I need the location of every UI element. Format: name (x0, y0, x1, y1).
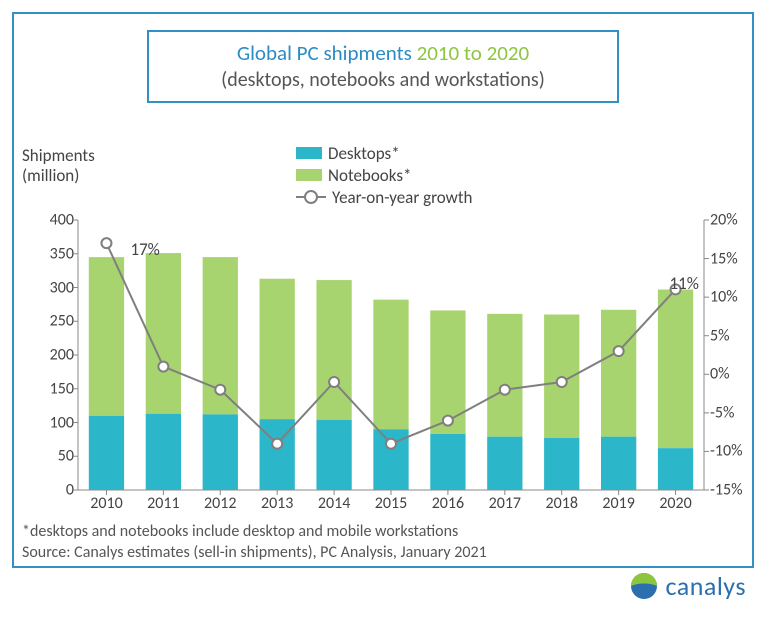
bar-notebooks (487, 314, 522, 437)
legend-item-desktops: Desktops* (296, 142, 472, 164)
growth-marker (101, 238, 111, 248)
bar-desktops (430, 434, 465, 490)
x-tick-label: 2010 (78, 494, 134, 513)
legend-swatch-notebooks (296, 169, 322, 181)
y-axis-title-line2: (million) (22, 166, 95, 186)
y1-tick-label: 100 (24, 413, 74, 432)
x-tick-label: 2013 (249, 494, 305, 513)
legend: Desktops* Notebooks* Year-on-year growth (296, 142, 472, 208)
chart-svg (78, 220, 704, 490)
legend-swatch-desktops (296, 147, 322, 159)
y1-tick-label: 150 (24, 379, 74, 398)
bar-notebooks (260, 279, 295, 419)
bar-desktops (203, 414, 238, 490)
x-tick-label: 2015 (363, 494, 419, 513)
growth-marker (272, 439, 282, 449)
y1-tick-label: 250 (24, 312, 74, 331)
footnote-line2: Source: Canalys estimates (sell-in shipm… (22, 543, 487, 564)
y1-tick-label: 50 (24, 447, 74, 466)
chart-frame: Global PC shipments 2010 to 2020 (deskto… (12, 12, 754, 568)
y2-tick-label: -10% (710, 442, 760, 461)
page-root: Global PC shipments 2010 to 2020 (deskto… (0, 0, 770, 632)
title-part1: Global PC shipments (237, 40, 417, 66)
growth-marker (386, 439, 396, 449)
x-tick-label: 2014 (306, 494, 362, 513)
bar-notebooks (373, 300, 408, 430)
legend-item-growth: Year-on-year growth (296, 186, 472, 208)
y-axis-left-ticks: 050100150200250300350400 (24, 220, 74, 490)
legend-label-desktops: Desktops* (328, 143, 400, 164)
bar-desktops (544, 438, 579, 490)
y2-tick-label: -5% (710, 403, 760, 422)
x-tick-label: 2016 (420, 494, 476, 513)
growth-marker (557, 377, 567, 387)
y1-tick-label: 350 (24, 244, 74, 263)
bar-desktops (146, 414, 181, 490)
x-axis-ticks: 2010201120122013201420152016201720182019… (78, 494, 704, 518)
x-tick-label: 2017 (477, 494, 533, 513)
x-tick-label: 2019 (591, 494, 647, 513)
bar-desktops (487, 437, 522, 490)
y-axis-title-line1: Shipments (22, 146, 95, 166)
x-tick-label: 2012 (192, 494, 248, 513)
y1-tick-label: 300 (24, 278, 74, 297)
y2-tick-label: 20% (710, 211, 760, 230)
title-box: Global PC shipments 2010 to 2020 (deskto… (147, 30, 619, 103)
y-axis-left-title: Shipments (million) (22, 146, 95, 187)
footnote-line1: *desktops and notebooks include desktop … (22, 522, 487, 543)
growth-marker (329, 377, 339, 387)
globe-icon (629, 571, 659, 601)
legend-swatch-growth (296, 196, 326, 198)
y2-tick-label: 5% (710, 326, 760, 345)
title-part2: 2010 to 2020 (417, 40, 530, 66)
y2-tick-label: -15% (710, 481, 760, 500)
legend-item-notebooks: Notebooks* (296, 164, 472, 186)
bar-desktops (89, 416, 124, 490)
y1-tick-label: 200 (24, 346, 74, 365)
bar-notebooks (658, 290, 693, 449)
growth-marker (500, 385, 510, 395)
annotation-11pct: 11% (670, 273, 699, 294)
legend-label-growth: Year-on-year growth (332, 187, 472, 208)
footnote: *desktops and notebooks include desktop … (22, 522, 487, 564)
x-tick-label: 2018 (534, 494, 590, 513)
plot-area (78, 220, 704, 490)
y-axis-right-ticks: -15%-10%-5%0%5%10%15%20% (710, 220, 760, 490)
legend-label-notebooks: Notebooks* (328, 165, 411, 186)
annotation-17pct: 17% (130, 239, 159, 260)
x-tick-label: 2020 (648, 494, 704, 513)
y1-tick-label: 400 (24, 211, 74, 230)
y2-tick-label: 0% (710, 365, 760, 384)
bar-notebooks (89, 257, 124, 416)
growth-marker (443, 416, 453, 426)
y2-tick-label: 10% (710, 288, 760, 307)
bar-notebooks (146, 253, 181, 414)
x-tick-label: 2011 (135, 494, 191, 513)
bar-notebooks (316, 280, 351, 420)
logo-text: canalys (665, 570, 746, 602)
growth-marker (614, 346, 624, 356)
bar-desktops (658, 448, 693, 490)
y1-tick-label: 0 (24, 481, 74, 500)
y2-tick-label: 15% (710, 249, 760, 268)
brand-logo: canalys (629, 570, 746, 602)
title-subtitle: (desktops, notebooks and workstations) (163, 67, 603, 93)
growth-marker (215, 385, 225, 395)
bar-desktops (316, 420, 351, 490)
bar-notebooks (601, 310, 636, 437)
growth-marker (158, 362, 168, 372)
bar-desktops (601, 437, 636, 490)
